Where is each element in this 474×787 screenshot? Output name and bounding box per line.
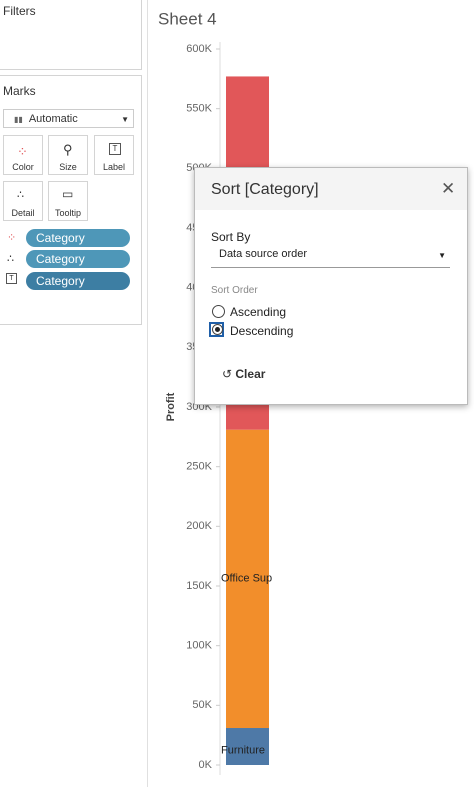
option-label: Descending bbox=[230, 324, 294, 338]
color-button[interactable]: Color ⁘ bbox=[3, 135, 43, 175]
color-icon: ⁘ bbox=[7, 232, 17, 244]
data-label: Office Sup bbox=[221, 573, 272, 585]
category-pill[interactable]: Category bbox=[26, 229, 130, 247]
dialog-header bbox=[195, 168, 467, 210]
radio-focus bbox=[209, 322, 224, 337]
label-button[interactable]: Label T bbox=[94, 135, 134, 175]
chart-title: Sheet 4 bbox=[158, 9, 217, 28]
filters-title: Filters bbox=[3, 4, 36, 18]
y-tick-label: 0K bbox=[199, 759, 213, 771]
detail-button[interactable]: Detail ∴ bbox=[3, 181, 43, 221]
size-button[interactable]: Size ⚲ bbox=[48, 135, 88, 175]
button-label: Detail bbox=[11, 208, 35, 218]
button-label: Color bbox=[12, 162, 34, 172]
data-label: Furniture bbox=[221, 744, 265, 756]
category-pill[interactable]: Category bbox=[26, 272, 130, 290]
sort-dialog: Sort [Category] ✕ Sort By Data source or… bbox=[194, 167, 468, 405]
y-tick-label: 200K bbox=[186, 520, 212, 532]
sort-by-dropdown[interactable]: Data source order ▼ bbox=[211, 248, 450, 268]
mark-type: Automatic bbox=[28, 113, 78, 125]
marks-card: Marks ▮▮ Automatic ▼ Color ⁘ Size ⚲ Label T D… bbox=[0, 75, 142, 325]
view bbox=[147, 0, 474, 787]
close-button[interactable]: ✕ bbox=[441, 179, 456, 198]
option-label: Ascending bbox=[230, 305, 287, 319]
dialog-title: Sort [Category] bbox=[211, 181, 319, 198]
sort-by-label: Sort By bbox=[211, 230, 251, 244]
button-label: Size bbox=[59, 162, 77, 172]
bar-segment bbox=[226, 429, 269, 729]
y-axis-title: Profit bbox=[165, 392, 177, 421]
clear-button[interactable]: ↺ Clear bbox=[222, 367, 266, 381]
y-tick-label: 150K bbox=[186, 580, 212, 592]
sort-by-value: Data source order bbox=[219, 248, 308, 260]
label-icon: T bbox=[6, 273, 17, 284]
y-tick-label: 600K bbox=[186, 43, 212, 55]
y-tick-label: 550K bbox=[186, 103, 212, 115]
tooltip-button[interactable]: Tooltip ▭ bbox=[48, 181, 88, 221]
button-label: Tooltip bbox=[54, 208, 81, 218]
detail-icon: ∴ bbox=[7, 253, 14, 265]
sort-order-label: Sort Order bbox=[211, 285, 258, 296]
bar-segment bbox=[226, 728, 269, 765]
mark-type-dropdown[interactable]: ▮▮ Automatic ▼ bbox=[3, 109, 134, 128]
category-pill[interactable]: Category bbox=[26, 250, 130, 268]
y-tick-label: 250K bbox=[186, 461, 212, 473]
clear-label: Clear bbox=[235, 367, 266, 381]
filters-shelf: Filters bbox=[0, 0, 142, 70]
marks-title: Marks bbox=[3, 84, 36, 98]
button-label: Label bbox=[102, 162, 126, 172]
y-tick-label: 50K bbox=[192, 699, 212, 711]
radio-ascending[interactable] bbox=[212, 305, 225, 318]
radio-descending[interactable] bbox=[212, 324, 223, 335]
y-tick-label: 100K bbox=[186, 640, 212, 652]
